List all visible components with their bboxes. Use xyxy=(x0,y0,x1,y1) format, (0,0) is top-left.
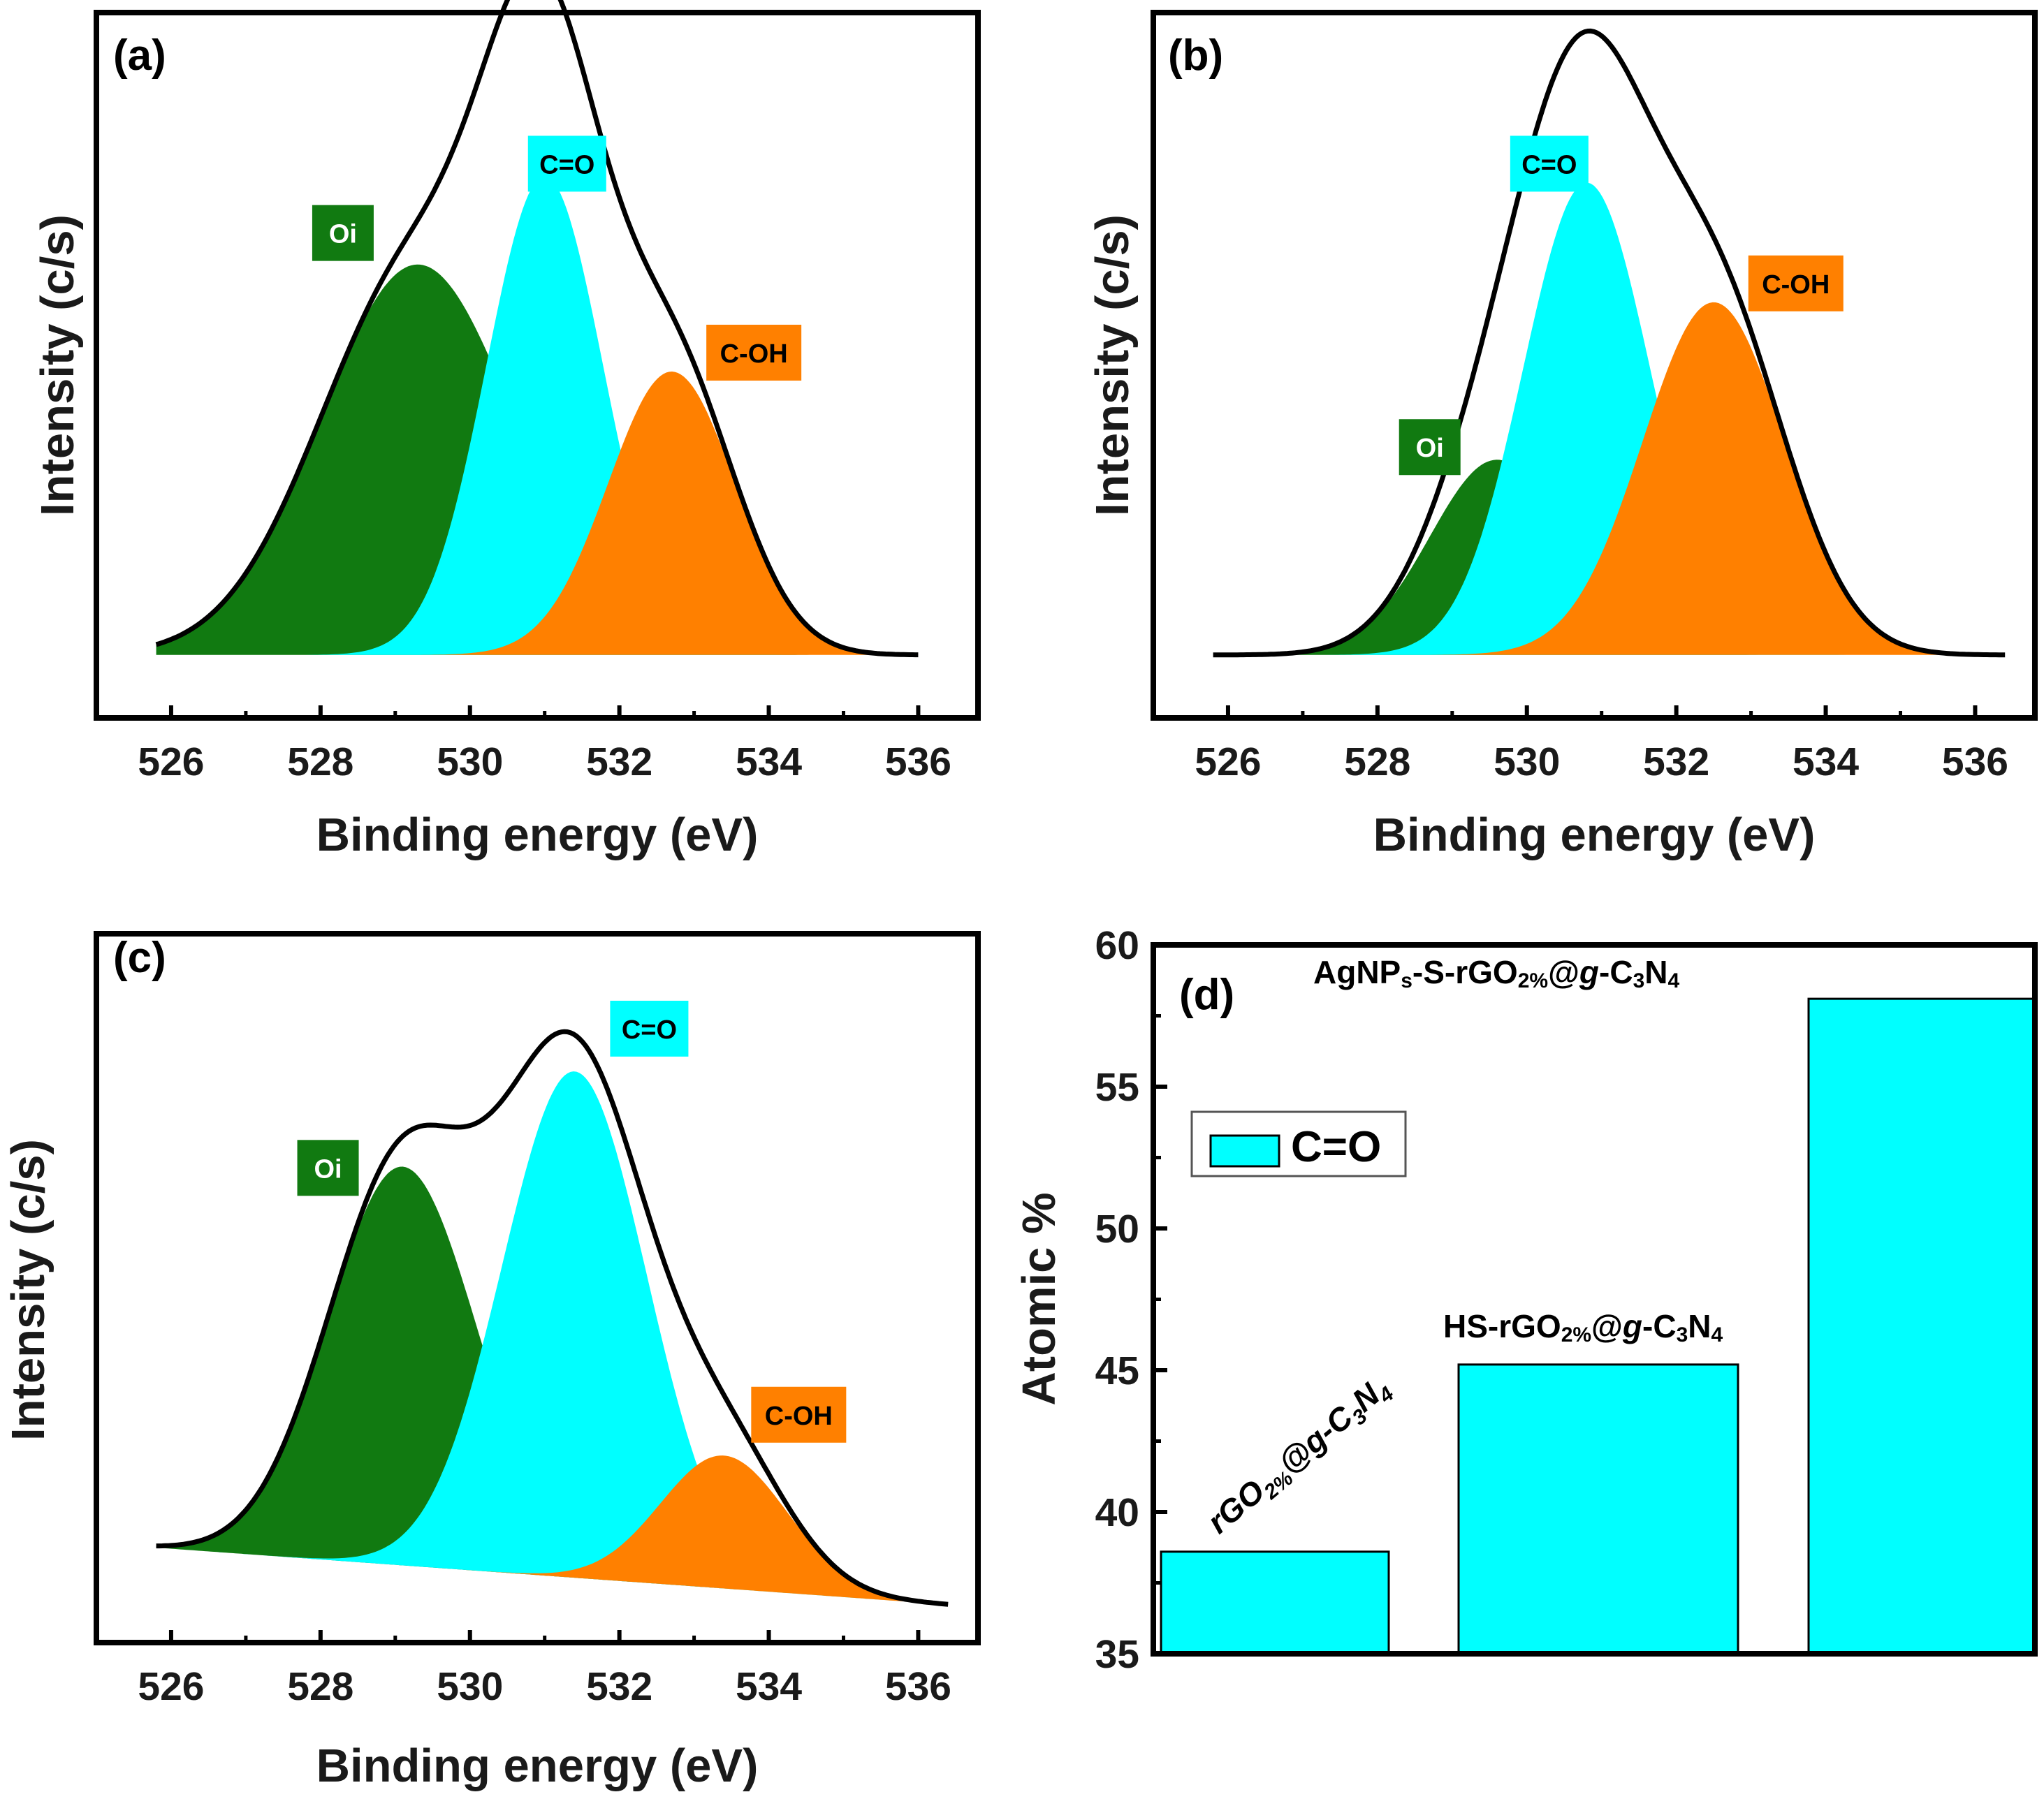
x-tick-label: 530 xyxy=(1494,740,1560,784)
panel-a-x-ticks: 526 528 530 532 534 536 xyxy=(94,705,951,784)
y-tick-label: 35 xyxy=(1095,1632,1139,1677)
peak-oi xyxy=(156,264,919,655)
peak-tag-c-o: C=O xyxy=(539,150,594,179)
x-tick-label: 532 xyxy=(586,740,652,784)
peak-tag-box xyxy=(1399,419,1461,476)
panel-c: Oi C=O C-OH (c) 526 528 530 532 534 536 Binding… xyxy=(2,931,981,1792)
peak-c-o xyxy=(156,176,919,655)
x-tick-label: 526 xyxy=(138,740,204,784)
bar-label-rgo: rGO2%@g-C3N4 xyxy=(1200,1368,1399,1544)
peak-oi xyxy=(1213,460,2006,655)
bar-1 xyxy=(1160,1550,1390,1655)
panel-b-label: (b) xyxy=(1168,31,1223,80)
y-tick-label: 40 xyxy=(1095,1490,1139,1535)
panel-b: Oi C=O C-OH (b) 526 528 530 532 534 536 Binding… xyxy=(1086,10,2038,861)
peak-tag-c-o: C=O xyxy=(622,1015,677,1045)
legend-label: C=O xyxy=(1291,1123,1381,1171)
envelope-line xyxy=(1213,28,2006,658)
peak-tag-box xyxy=(706,324,802,381)
bar-label-3: AgNPs-S-rGO2%@g-C3N4 xyxy=(1313,954,1680,992)
peak-c-o xyxy=(1213,182,2006,655)
panel-d-bars xyxy=(1160,997,2036,1655)
peak-c-oh xyxy=(156,1455,949,1605)
panel-d-label: (d) xyxy=(1179,971,1234,1019)
y-tick-label: 55 xyxy=(1095,1065,1139,1110)
peak-tag-c-oh: C-OH xyxy=(1762,270,1830,300)
x-tick-label: 534 xyxy=(1793,740,1859,784)
y-tick-label: 60 xyxy=(1095,923,1139,968)
envelope-line xyxy=(155,0,919,658)
panel-c-x-axis-label: Binding energy (eV) xyxy=(316,1740,759,1792)
peak-tag-box xyxy=(1510,135,1589,192)
bar-2 xyxy=(1457,1363,1739,1655)
bar-label-2: HS-rGO2%@g-C3N4 xyxy=(1443,1308,1723,1346)
bar-label-1: rGO2%@g-C3N4 xyxy=(1200,1368,1399,1544)
panel-c-frame xyxy=(94,931,981,1645)
x-tick-label: 528 xyxy=(287,740,353,784)
peak-tag-box xyxy=(610,1000,689,1057)
panel-a-plot-area: Oi C=O C-OH xyxy=(155,0,919,658)
panel-d-y-ticks: 35 40 45 50 55 60 xyxy=(1095,923,1167,1677)
panel-d-legend: C=O xyxy=(1190,1110,1407,1177)
peak-tag-box xyxy=(1748,255,1844,311)
panel-c-y-axis-label: Intensity (c/s) xyxy=(2,1139,54,1441)
y-tick-label: 45 xyxy=(1095,1349,1139,1393)
peak-c-o xyxy=(156,1071,949,1605)
panel-d-y-axis-label: Atomic % xyxy=(1013,1192,1065,1405)
bar-3 xyxy=(1807,997,2036,1655)
peak-tag-oi: Oi xyxy=(314,1154,342,1184)
y-tick-label: 50 xyxy=(1095,1207,1139,1251)
panel-a-label: (a) xyxy=(113,31,166,80)
peak-tag-oi: Oi xyxy=(329,220,357,249)
peak-c-oh xyxy=(1213,302,2006,655)
x-tick-label: 526 xyxy=(138,1664,204,1709)
peak-tag-oi: Oi xyxy=(1416,434,1444,463)
legend-swatch xyxy=(1209,1134,1280,1168)
x-tick-label: 528 xyxy=(287,1664,353,1709)
x-tick-label: 532 xyxy=(586,1664,652,1709)
panel-b-y-axis-label: Intensity (c/s) xyxy=(1086,214,1139,516)
x-tick-label: 526 xyxy=(1195,740,1261,784)
x-tick-label: 534 xyxy=(736,740,802,784)
panel-a: Oi C=O C-OH (a) 526 528 530 532 534 536 Binding… xyxy=(31,0,981,861)
x-tick-label: 536 xyxy=(1942,740,2008,784)
panel-b-plot-area: Oi C=O C-OH xyxy=(1213,28,2006,658)
x-tick-label: 536 xyxy=(885,1664,951,1709)
peak-tag-box xyxy=(312,205,374,261)
panel-b-frame xyxy=(1151,10,2038,721)
x-tick-label: 528 xyxy=(1344,740,1410,784)
panel-a-x-axis-label: Binding energy (eV) xyxy=(316,809,759,861)
x-tick-label: 530 xyxy=(437,740,503,784)
peak-tag-box xyxy=(751,1386,847,1443)
envelope-line xyxy=(156,1029,949,1607)
panel-b-x-ticks: 526 528 530 532 534 536 xyxy=(1151,705,2008,784)
x-tick-label: 536 xyxy=(885,740,951,784)
x-tick-label: 532 xyxy=(1643,740,1709,784)
peak-tag-c-o: C=O xyxy=(1521,150,1577,179)
peak-tag-c-oh: C-OH xyxy=(720,339,788,369)
peak-tag-box xyxy=(527,135,606,192)
panel-b-x-axis-label: Binding energy (eV) xyxy=(1373,809,1816,861)
panel-c-label: (c) xyxy=(113,934,166,982)
x-tick-label: 534 xyxy=(736,1664,802,1709)
peak-tag-c-oh: C-OH xyxy=(765,1402,833,1431)
peak-oi xyxy=(156,1166,949,1605)
panel-c-x-ticks: 526 528 530 532 534 536 xyxy=(94,1630,951,1709)
x-tick-label: 530 xyxy=(437,1664,503,1709)
panel-c-plot-area: Oi C=O C-OH xyxy=(156,1000,949,1607)
peak-tag-box xyxy=(297,1140,359,1196)
peak-c-oh xyxy=(156,372,919,655)
panel-a-frame xyxy=(94,10,981,721)
panel-d: (d) 35 40 45 50 55 60 Atomic % C=O rGO2%@g-C3… xyxy=(1013,923,2038,1677)
panel-a-y-axis-label: Intensity (c/s) xyxy=(31,214,84,516)
